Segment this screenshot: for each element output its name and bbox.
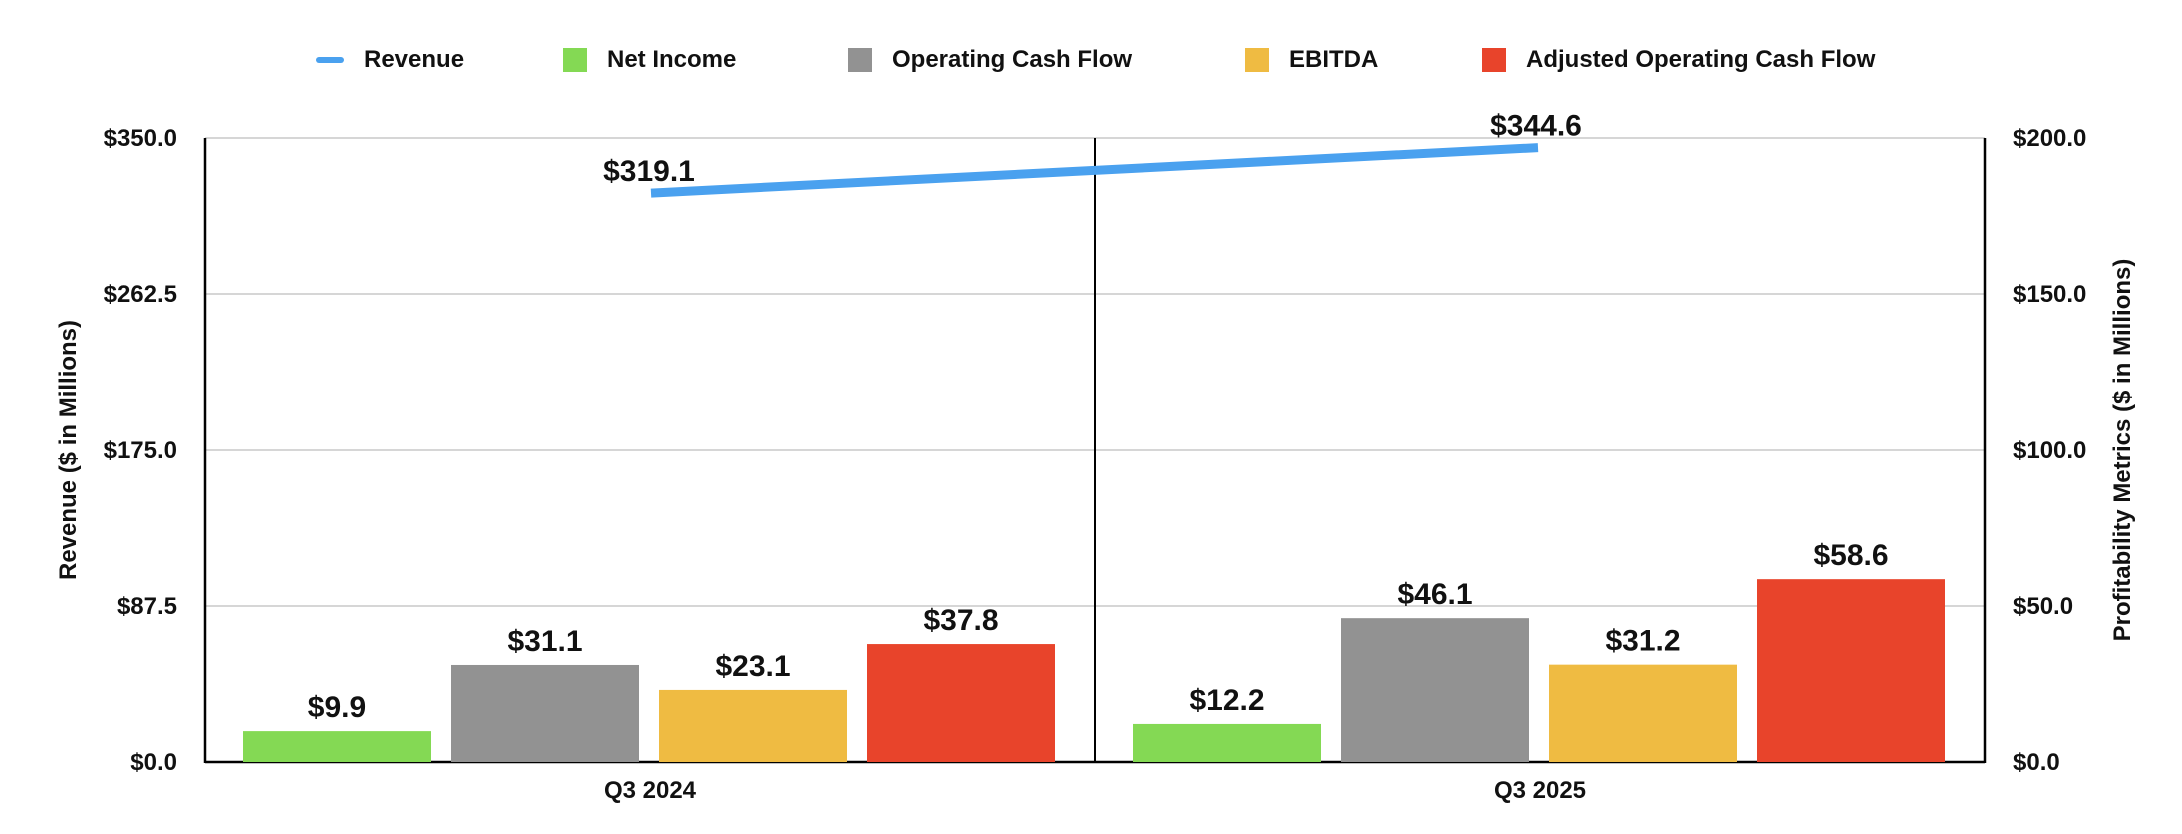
legend-item: Adjusted Operating Cash Flow <box>1482 40 1875 80</box>
left-tick-label: $262.5 <box>104 281 177 308</box>
bar <box>243 731 431 762</box>
legend-label: Net Income <box>607 46 737 73</box>
bar <box>1133 723 1321 762</box>
legend-swatch <box>316 57 344 63</box>
right-tick-label: $50.0 <box>2013 593 2073 620</box>
bar-value-label: $31.2 <box>1605 625 1680 658</box>
legend-label: Revenue <box>364 46 465 73</box>
x-tick-label: Q3 2024 <box>604 777 697 804</box>
legend-label: Adjusted Operating Cash Flow <box>1526 46 1876 73</box>
line-value-label: $344.6 <box>1490 110 1582 143</box>
left-tick-label: $87.5 <box>117 593 177 620</box>
y2-axis-title: Profitability Metrics ($ in Millions) <box>2109 259 2136 642</box>
legend-item: Net Income <box>563 40 736 80</box>
legend-item: EBITDA <box>1245 40 1378 80</box>
bar <box>451 664 639 762</box>
bar-value-label: $37.8 <box>923 604 998 637</box>
legend-swatch <box>848 48 872 72</box>
legend-label: Operating Cash Flow <box>892 46 1133 73</box>
legend-label: EBITDA <box>1289 46 1379 73</box>
legend-item: Operating Cash Flow <box>848 40 1132 80</box>
legend-swatch <box>1482 48 1506 72</box>
legend-item: Revenue <box>316 40 464 80</box>
bar-value-label: $23.1 <box>715 650 790 683</box>
legend-swatch <box>563 48 587 72</box>
bar-value-label: $58.6 <box>1813 539 1888 572</box>
right-tick-label: $150.0 <box>2013 281 2086 308</box>
chart-legend: Revenue Net Income Operating Cash Flow EBIT… <box>0 40 2182 80</box>
bar-value-label: $31.1 <box>507 625 582 658</box>
bar-value-label: $9.9 <box>308 691 366 724</box>
bar-value-label: $12.2 <box>1189 684 1264 717</box>
right-tick-label: $0.0 <box>2013 749 2060 776</box>
x-tick-label: Q3 2025 <box>1494 777 1586 804</box>
legend-swatch <box>1245 48 1269 72</box>
right-tick-label: $100.0 <box>2013 437 2086 464</box>
bar <box>1549 664 1737 762</box>
left-tick-label: $350.0 <box>104 125 177 152</box>
bar <box>1341 618 1529 762</box>
bar <box>867 644 1055 762</box>
y-axis-title: Revenue ($ in Millions) <box>55 320 82 580</box>
revenue-line <box>650 143 1539 198</box>
bar <box>659 689 847 762</box>
left-tick-label: $175.0 <box>104 437 177 464</box>
bar-value-label: $46.1 <box>1397 578 1472 611</box>
right-tick-label: $200.0 <box>2013 125 2086 152</box>
line-value-label: $319.1 <box>603 155 695 188</box>
bar <box>1757 579 1945 762</box>
left-tick-label: $0.0 <box>130 749 177 776</box>
